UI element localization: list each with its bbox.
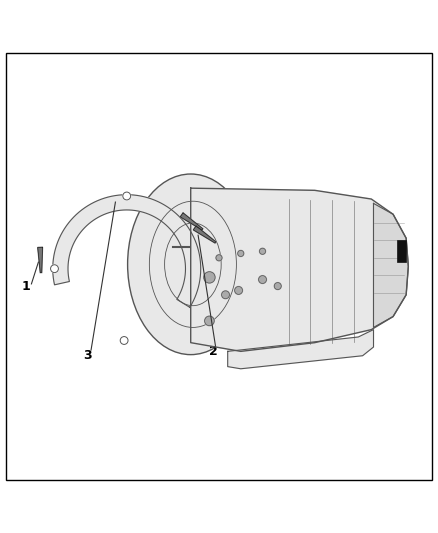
Text: 1: 1	[22, 280, 31, 293]
Polygon shape	[228, 329, 374, 369]
Polygon shape	[38, 247, 42, 272]
Circle shape	[205, 316, 214, 326]
Circle shape	[274, 282, 281, 289]
Circle shape	[120, 336, 128, 344]
Ellipse shape	[127, 174, 254, 354]
Polygon shape	[374, 204, 408, 327]
Circle shape	[222, 291, 230, 298]
Circle shape	[258, 276, 266, 284]
Circle shape	[50, 265, 58, 272]
Polygon shape	[191, 188, 408, 351]
Text: 3: 3	[83, 349, 92, 362]
Text: 2: 2	[209, 345, 218, 358]
Polygon shape	[180, 213, 203, 230]
Bar	[396, 240, 406, 262]
Circle shape	[123, 192, 131, 200]
Circle shape	[235, 287, 243, 294]
Polygon shape	[53, 195, 201, 308]
Circle shape	[259, 248, 265, 254]
Circle shape	[238, 251, 244, 256]
Circle shape	[204, 272, 215, 283]
Polygon shape	[193, 226, 216, 243]
Circle shape	[216, 255, 222, 261]
